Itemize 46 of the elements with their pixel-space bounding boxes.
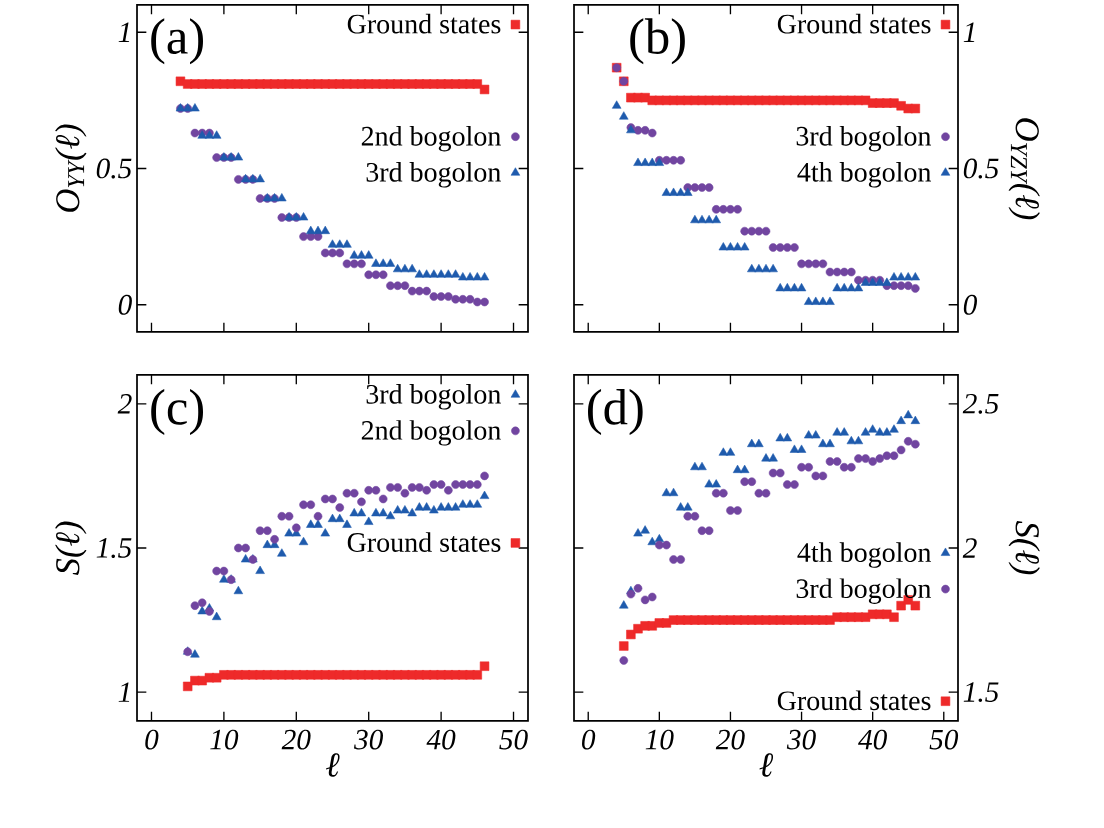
annotation: (d) [588,389,643,436]
x-tick-label: 40 [426,729,456,750]
legend-label: 4th bogolon [797,542,932,568]
y-tick-label: 0 [118,294,132,315]
annotation: (a) [151,18,204,65]
x-tick-label: 10 [210,729,239,750]
legend-label: 2nd bogolon [361,125,501,152]
y-axis-title: S(ℓ) [55,521,87,576]
legend-label: Ground states [777,690,931,711]
y-tick-label: 1 [118,682,130,702]
legend-label: 3rd bogolon [366,162,501,188]
y-tick-label: 1.5 [963,682,999,703]
x-axis-title: ℓ [325,753,340,777]
x-tick-label: 0 [145,729,159,750]
annotation: (b) [630,18,685,65]
y-tick-label: 1.5 [96,538,132,558]
y-tick-label: 0 [963,294,978,315]
x-tick-label: 20 [715,729,745,750]
y-axis-title: O$_{YZY}$(ℓ) [1008,118,1040,220]
annotation: (c) [151,389,204,436]
y-tick-label: 0.5 [963,158,999,179]
legend-label: 4th bogolon [797,162,932,188]
y-tick-label: 2 [962,538,977,558]
x-tick-label: 30 [786,729,816,750]
legend-label: 3rd bogolon [366,384,501,410]
x-tick-label: 40 [858,729,887,750]
y-axis-title: O$_{YY}$(ℓ) [55,124,87,212]
legend-label: Ground states [347,13,501,34]
x-tick-label: 0 [582,729,596,750]
legend-label: Ground states [347,532,501,552]
legend-label: 3rd bogolon [796,125,932,152]
y-axis-title: S(ℓ) [1008,520,1040,575]
x-tick-label: 50 [929,729,959,750]
legend-label: Ground states [777,13,931,34]
x-tick-label: 10 [645,729,674,750]
x-tick-label: 20 [281,729,311,750]
legend-label: 2nd bogolon [361,420,501,446]
x-tick-label: 50 [499,729,528,750]
y-tick-label: 1 [963,22,975,42]
y-tick-label: 0.5 [96,158,132,179]
x-tick-label: 30 [354,729,384,750]
y-tick-label: 2.5 [962,393,999,414]
x-axis-title: ℓ [759,753,774,777]
legend-label: 3rd bogolon [796,578,932,604]
y-tick-label: 1 [118,22,130,42]
y-tick-label: 2 [117,394,132,414]
